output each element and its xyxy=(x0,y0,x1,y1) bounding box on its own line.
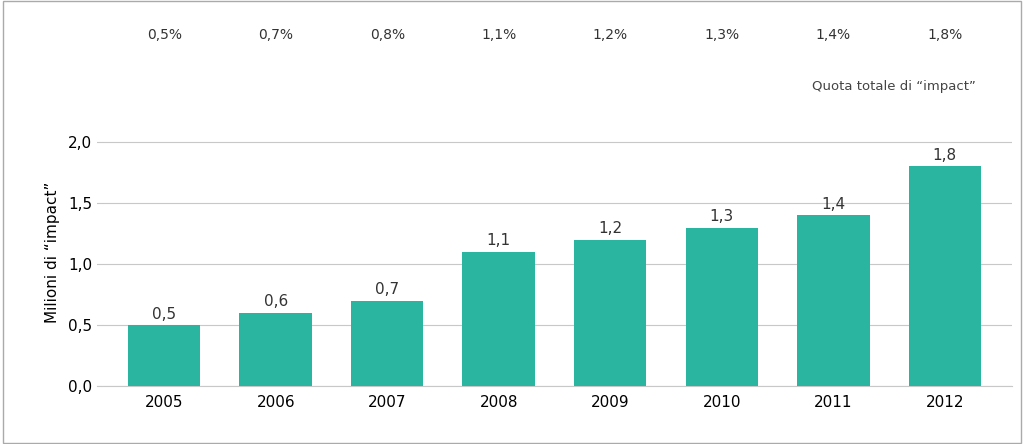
Text: 1,1: 1,1 xyxy=(486,233,511,248)
Bar xyxy=(574,240,646,386)
Text: 1,4: 1,4 xyxy=(821,197,846,212)
Bar xyxy=(128,325,201,386)
Text: 1,8: 1,8 xyxy=(933,148,956,163)
Text: 0,6: 0,6 xyxy=(263,294,288,309)
Text: 1,8%: 1,8% xyxy=(927,28,963,42)
Bar xyxy=(685,228,758,386)
Text: 0,7%: 0,7% xyxy=(258,28,293,42)
Text: 0,5%: 0,5% xyxy=(146,28,181,42)
Bar xyxy=(908,166,981,386)
Text: 1,3: 1,3 xyxy=(710,209,734,224)
Bar xyxy=(463,252,535,386)
Bar xyxy=(797,215,869,386)
Text: 0,5: 0,5 xyxy=(153,306,176,321)
Text: 1,3%: 1,3% xyxy=(705,28,739,42)
Text: 0,8%: 0,8% xyxy=(370,28,404,42)
Text: 0,7: 0,7 xyxy=(375,282,399,297)
Bar xyxy=(351,301,424,386)
Text: 1,2: 1,2 xyxy=(598,221,623,236)
Bar xyxy=(240,313,312,386)
Text: Quota totale di “impact”: Quota totale di “impact” xyxy=(812,80,976,93)
Text: 1,4%: 1,4% xyxy=(816,28,851,42)
Y-axis label: Milioni di “impact”: Milioni di “impact” xyxy=(45,181,60,323)
Text: 1,1%: 1,1% xyxy=(481,28,516,42)
Text: 1,2%: 1,2% xyxy=(593,28,628,42)
